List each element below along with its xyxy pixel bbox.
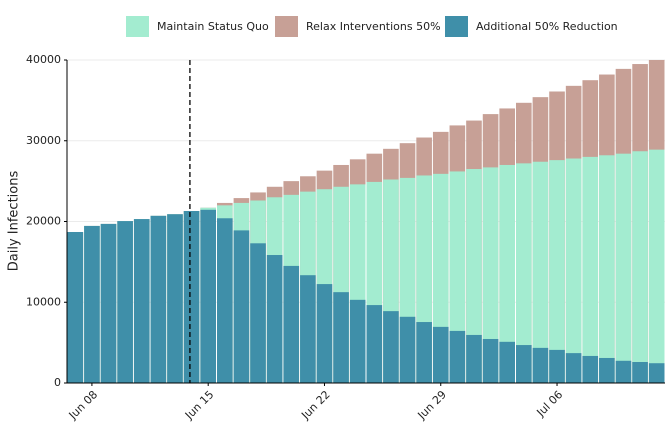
bar: [565, 158, 582, 383]
x-tick-label: Jun 29: [415, 388, 449, 422]
bar: [133, 219, 150, 383]
bar: [366, 305, 383, 383]
bar: [482, 338, 499, 383]
legend-swatch: [126, 16, 149, 37]
bar: [549, 349, 565, 383]
bar: [532, 161, 549, 383]
bar: [250, 243, 266, 383]
bar: [316, 284, 333, 383]
legend-label: Maintain Status Quo: [157, 20, 269, 33]
bar: [100, 223, 117, 383]
bar: [632, 151, 648, 383]
bar: [266, 255, 283, 383]
legend-swatch: [275, 16, 298, 37]
bar: [482, 167, 499, 383]
legend-label: Additional 50% Reduction: [476, 20, 618, 33]
bar: [449, 330, 466, 383]
bar: [67, 231, 84, 383]
bar: [233, 230, 250, 383]
bar: [183, 211, 200, 383]
x-tick-label: Jun 22: [298, 388, 332, 422]
legend-item: Maintain Status Quo: [126, 16, 269, 37]
bar: [167, 214, 183, 383]
bar: [582, 156, 599, 383]
bar: [349, 299, 366, 383]
bar: [466, 169, 482, 383]
y-tick-label: 0: [54, 376, 61, 389]
bar: [648, 363, 665, 383]
bar: [599, 155, 615, 383]
bar: [615, 153, 632, 383]
bar: [399, 316, 416, 383]
bar: [449, 171, 466, 383]
bar: [333, 292, 349, 383]
bar: [300, 275, 316, 383]
y-axis-label: Daily Infections: [7, 171, 22, 272]
legend-item: Relax Interventions 50%: [275, 16, 441, 37]
bar: [117, 221, 133, 383]
bar: [216, 218, 233, 383]
legend-swatch: [445, 16, 468, 37]
y-tick-label: 20000: [26, 215, 61, 228]
bar: [582, 355, 599, 383]
y-tick-label: 10000: [26, 295, 61, 308]
y-tick-label: 30000: [26, 134, 61, 147]
x-tick-label: Jun 08: [66, 388, 100, 422]
bar: [466, 334, 482, 383]
bar: [432, 326, 449, 383]
bar: [499, 341, 516, 383]
bar: [200, 209, 217, 383]
bar: [632, 362, 648, 383]
bar: [150, 215, 167, 383]
bar: [499, 164, 516, 383]
bar: [515, 163, 532, 383]
bar: [648, 149, 665, 383]
x-tick-label: Jun 15: [182, 388, 216, 422]
bar: [565, 353, 582, 383]
x-tick-label: Jul 06: [534, 388, 566, 420]
bar: [283, 265, 300, 383]
bar: [383, 311, 399, 383]
legend-label: Relax Interventions 50%: [306, 20, 441, 33]
bar: [416, 322, 432, 383]
legend-item: Additional 50% Reduction: [445, 16, 618, 37]
bar: [532, 347, 549, 383]
bar: [515, 345, 532, 383]
bar: [84, 225, 100, 383]
bar: [599, 357, 615, 383]
bar: [549, 160, 565, 383]
y-tick-label: 40000: [26, 53, 61, 66]
bar: [615, 360, 632, 383]
